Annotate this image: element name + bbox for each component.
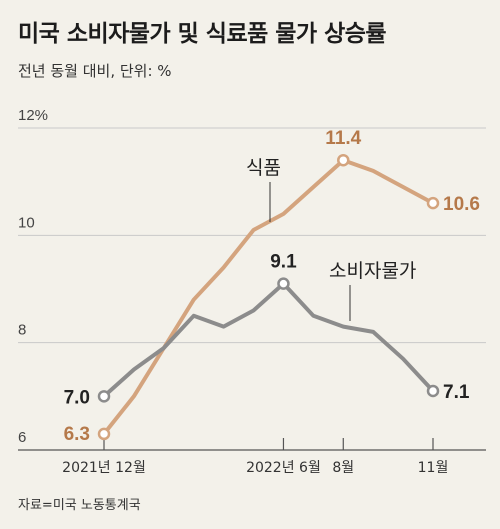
data-label-cpi-6: 9.1 xyxy=(270,252,297,273)
series-line-food xyxy=(102,158,435,436)
x-tick-label-3: 11월 xyxy=(418,460,449,476)
series-name-food: 식품 xyxy=(246,157,281,179)
data-label-food-11: 10.6 xyxy=(443,194,480,215)
grid-layer xyxy=(18,127,486,451)
marker-food-8 xyxy=(337,153,350,167)
x-tick-label-1: 2022년 6월 xyxy=(246,460,321,476)
marker-cpi-6 xyxy=(277,277,290,290)
series-line-cpi xyxy=(102,281,435,399)
chart-title: 미국 소비자물가 및 식료품 물가 상승률 xyxy=(18,21,387,47)
marker-food-11 xyxy=(426,196,440,210)
x-tick-label-2: 8월 xyxy=(332,460,354,476)
marker-cpi-0 xyxy=(97,390,111,403)
y-tick-label-1: 10 xyxy=(18,214,35,231)
data-label-food-8: 11.4 xyxy=(325,128,361,149)
y-tick-label-3: 6 xyxy=(18,429,26,446)
data-label-food-0: 6.3 xyxy=(64,424,90,445)
source-note: 자료=미국 노동통계국 xyxy=(18,498,141,513)
x-tick-label-0: 2021년 12월 xyxy=(62,460,146,476)
data-label-cpi-11: 7.1 xyxy=(443,382,470,403)
data-label-cpi-0: 7.0 xyxy=(64,387,90,408)
marker-food-0 xyxy=(97,427,111,441)
y-tick-label-0: 12% xyxy=(18,107,48,124)
tick-layer: 12% 10 8 6 2021년 12월 2022년 6월 8월 11월 xyxy=(18,107,448,476)
marker-cpi-11 xyxy=(426,384,440,398)
series-name-cpi: 소비자물가 xyxy=(329,260,416,282)
series-layer xyxy=(97,153,440,441)
chart-subtitle: 전년 동월 대비, 단위: % xyxy=(18,62,172,80)
y-tick-label-2: 8 xyxy=(18,322,26,339)
